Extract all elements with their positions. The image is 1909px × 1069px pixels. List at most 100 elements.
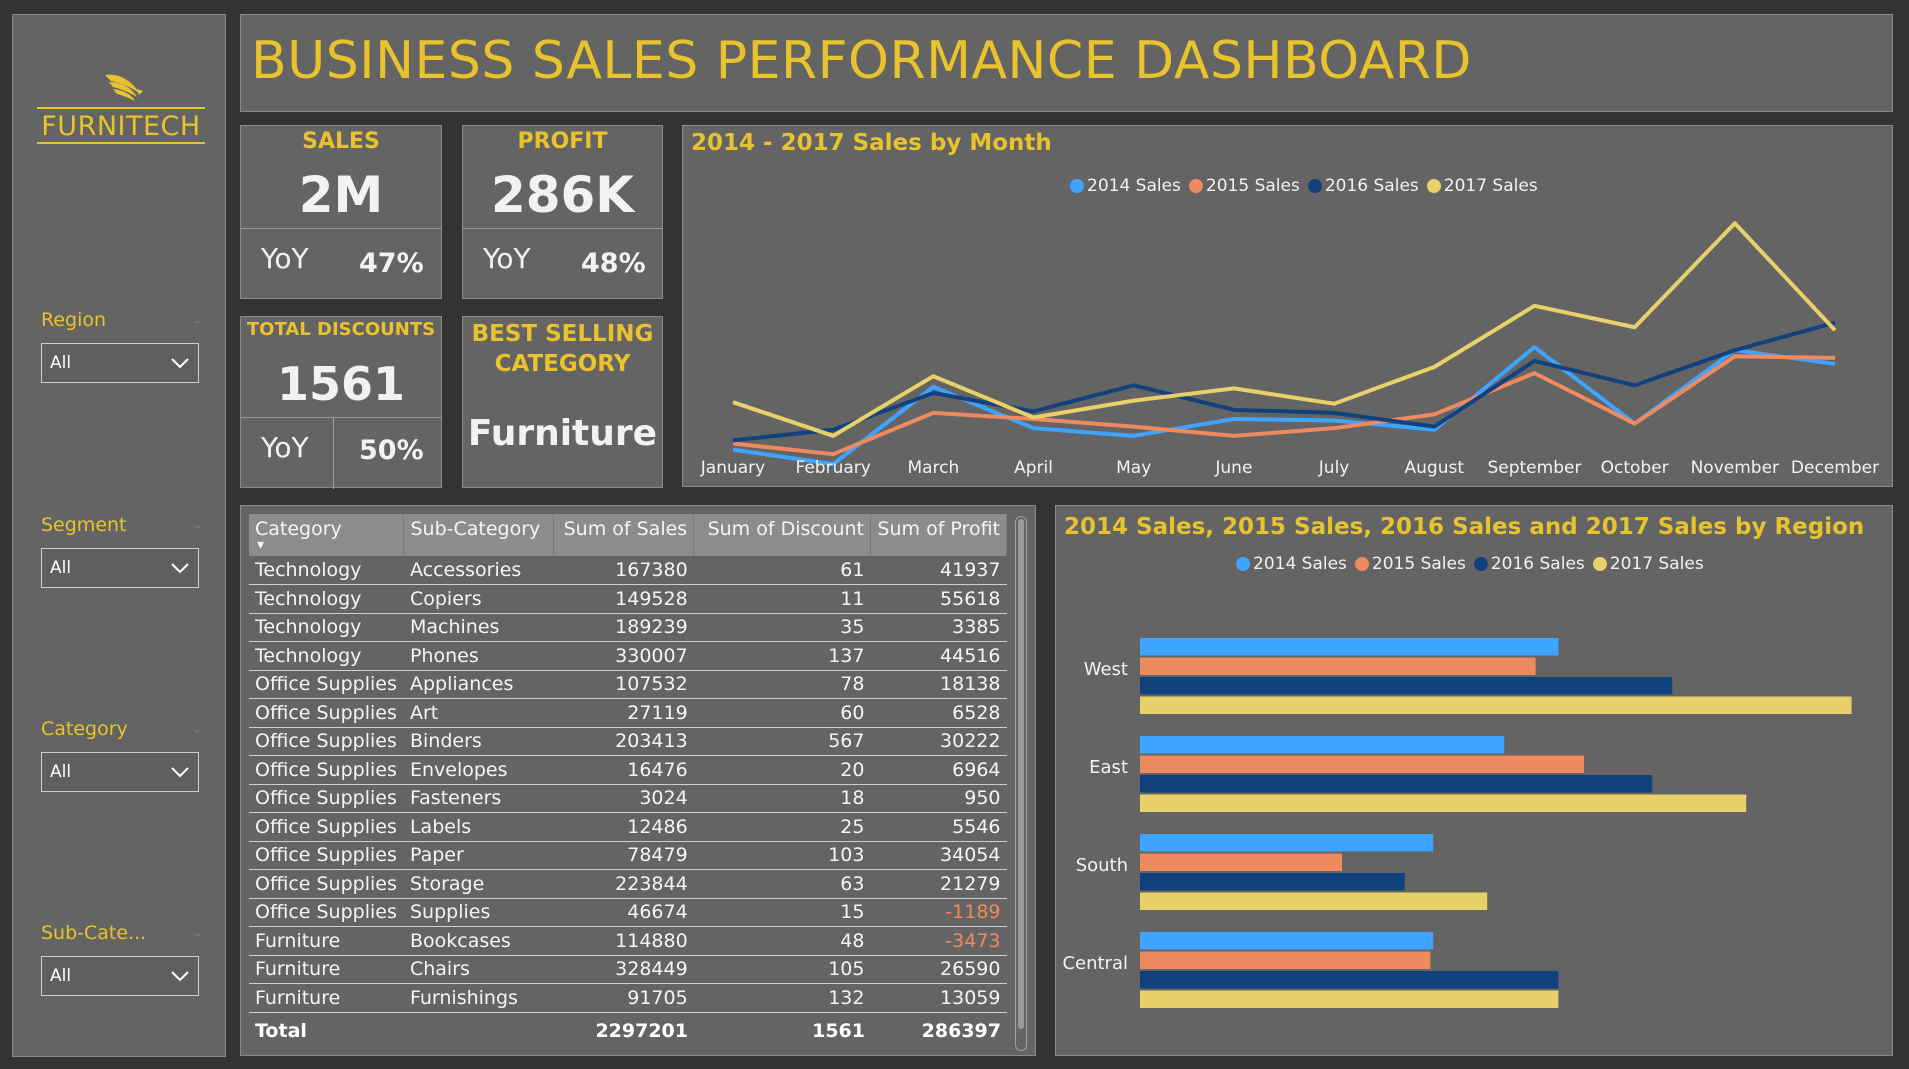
line-chart-legend: 2014 Sales 2015 Sales 2016 Sales 2017 Sa… <box>1070 176 1538 196</box>
table-cell: 3024 <box>553 784 694 813</box>
bar-south-2017[interactable] <box>1140 892 1488 911</box>
legend-item-2017[interactable]: 2017 Sales <box>1426 176 1538 196</box>
column-header[interactable]: Sub-Category <box>403 514 555 556</box>
table-cell: 27119 <box>553 698 694 728</box>
region-dropdown[interactable]: All <box>41 343 199 383</box>
table-cell: Accessories <box>403 556 554 585</box>
x-tick-label: May <box>1116 458 1151 478</box>
bar-west-2016[interactable] <box>1140 677 1673 695</box>
column-header[interactable]: Sum of Discount <box>693 514 871 556</box>
bar-central-2016[interactable] <box>1140 971 1559 989</box>
table-row[interactable]: Office Supplies Envelopes 16476 20 6964 <box>249 755 1007 785</box>
region-label: East <box>1089 757 1128 778</box>
chevron-down-icon[interactable]: ⌄ <box>191 925 203 941</box>
bar-east-2017[interactable] <box>1140 794 1747 813</box>
table-cell: 103 <box>693 841 871 870</box>
divider <box>241 228 441 229</box>
best-selling-title-line2: CATEGORY <box>494 351 631 377</box>
bar-south-2016[interactable] <box>1140 873 1405 891</box>
table-cell: 30222 <box>870 727 1007 756</box>
table-cell: 44516 <box>870 641 1007 671</box>
table-cell: 13059 <box>870 983 1007 1013</box>
table-cell: Technology <box>249 556 404 585</box>
subcategory-slicer: Sub-Cate... ⌄ All <box>41 920 213 996</box>
subcategory-dropdown[interactable]: All <box>41 956 199 996</box>
sales-by-month-chart: 2014 - 2017 Sales by Month 2014 Sales 20… <box>682 125 1893 487</box>
legend-item-2016[interactable]: 2016 Sales <box>1473 554 1585 574</box>
chevron-down-icon[interactable]: ⌄ <box>191 312 203 328</box>
table-cell: Appliances <box>403 670 554 699</box>
legend-dot-icon <box>1307 179 1322 193</box>
bar-central-2015[interactable] <box>1140 951 1431 970</box>
x-tick-label: August <box>1405 458 1465 478</box>
table-row[interactable]: Office Supplies Storage 223844 63 21279 <box>249 869 1007 899</box>
table-row[interactable]: Office Supplies Binders 203413 567 30222 <box>249 727 1007 756</box>
table-row[interactable]: Furniture Bookcases 114880 48 -3473 <box>249 926 1007 956</box>
table-row[interactable]: Office Supplies Art 27119 60 6528 <box>249 698 1007 728</box>
table-row[interactable]: Technology Accessories 167380 61 41937 <box>249 556 1007 585</box>
bar-west-2017[interactable] <box>1140 696 1852 715</box>
table-cell: Chairs <box>403 955 554 984</box>
region-dropdown-value: All <box>50 353 72 373</box>
region-label: Central <box>1062 953 1128 974</box>
table-row[interactable]: Office Supplies Supplies 46674 15 -1189 <box>249 898 1007 927</box>
bar-west-2014[interactable] <box>1140 638 1559 656</box>
bar-east-2014[interactable] <box>1140 736 1505 754</box>
table-cell: Art <box>403 698 554 728</box>
bar-east-2016[interactable] <box>1140 775 1653 793</box>
table-cell: 328449 <box>553 955 694 984</box>
legend-item-2014[interactable]: 2014 Sales <box>1070 176 1181 196</box>
column-header[interactable]: Category ▾ <box>249 514 405 556</box>
bar-south-2015[interactable] <box>1140 853 1343 872</box>
table-cell: 950 <box>870 784 1007 813</box>
scroll-thumb[interactable] <box>1018 519 1024 1029</box>
series-line-2015[interactable] <box>732 354 1836 457</box>
table-scrollbar[interactable] <box>1015 516 1027 1051</box>
bar-central-2017[interactable] <box>1140 990 1559 1009</box>
legend-item-2015[interactable]: 2015 Sales <box>1354 554 1466 574</box>
bar-east-2015[interactable] <box>1140 755 1584 774</box>
best-selling-title: BEST SELLING CATEGORY <box>463 319 662 379</box>
table-row[interactable]: Office Supplies Labels 12486 25 5546 <box>249 812 1007 842</box>
legend-item-2015[interactable]: 2015 Sales <box>1188 176 1300 196</box>
table-row[interactable]: Furniture Furnishings 91705 132 13059 <box>249 983 1007 1013</box>
bar-west-2015[interactable] <box>1140 657 1536 676</box>
region-slicer-label: Region <box>41 309 107 331</box>
table-row[interactable]: Technology Copiers 149528 11 55618 <box>249 584 1007 614</box>
chevron-down-icon[interactable]: ⌄ <box>191 721 203 737</box>
discounts-card: TOTAL DISCOUNTS 1561 YoY 50% <box>240 316 442 489</box>
segment-dropdown[interactable]: All <box>41 548 199 588</box>
legend-label: 2014 Sales <box>1087 176 1181 196</box>
category-dropdown[interactable]: All <box>41 752 199 792</box>
table-cell: 78 <box>693 670 871 699</box>
table-cell: Office Supplies <box>249 841 404 870</box>
bar-central-2014[interactable] <box>1140 932 1434 950</box>
column-header[interactable]: Sum of Profit <box>870 514 1008 556</box>
bar-south-2014[interactable] <box>1140 834 1434 852</box>
legend-item-2017[interactable]: 2017 Sales <box>1592 554 1704 574</box>
logo-line-top <box>37 107 205 109</box>
chevron-down-icon[interactable]: ⌄ <box>191 517 203 533</box>
table-row[interactable]: Office Supplies Appliances 107532 78 18138 <box>249 670 1007 699</box>
sales-table: Category ▾ Sub-Category Sum of Sales Sum of … <box>240 505 1036 1056</box>
table-row[interactable]: Technology Machines 189239 35 3385 <box>249 613 1007 642</box>
sort-desc-icon[interactable]: ▾ <box>257 537 265 553</box>
table-cell: 78479 <box>553 841 694 870</box>
table-row[interactable]: Technology Phones 330007 137 44516 <box>249 641 1007 671</box>
subcategory-slicer-label: Sub-Cate... <box>41 922 147 944</box>
table-row[interactable]: Office Supplies Paper 78479 103 34054 <box>249 841 1007 870</box>
series-line-2016[interactable] <box>732 320 1836 443</box>
best-selling-title-line1: BEST SELLING <box>471 321 654 347</box>
series-line-2017[interactable] <box>732 221 1837 438</box>
legend-label: 2016 Sales <box>1324 176 1419 196</box>
total-cell: Total <box>255 1020 307 1042</box>
table-header-row: Category ▾ Sub-Category Sum of Sales Sum of … <box>249 514 1008 556</box>
column-header[interactable]: Sum of Sales <box>553 514 695 556</box>
table-cell: 25 <box>693 812 871 842</box>
table-cell: Furniture <box>249 955 404 984</box>
table-cell: Office Supplies <box>249 869 404 899</box>
table-row[interactable]: Furniture Chairs 328449 105 26590 <box>249 955 1007 984</box>
legend-item-2014[interactable]: 2014 Sales <box>1236 554 1347 574</box>
legend-item-2016[interactable]: 2016 Sales <box>1307 176 1419 196</box>
table-row[interactable]: Office Supplies Fasteners 3024 18 950 <box>249 784 1007 813</box>
